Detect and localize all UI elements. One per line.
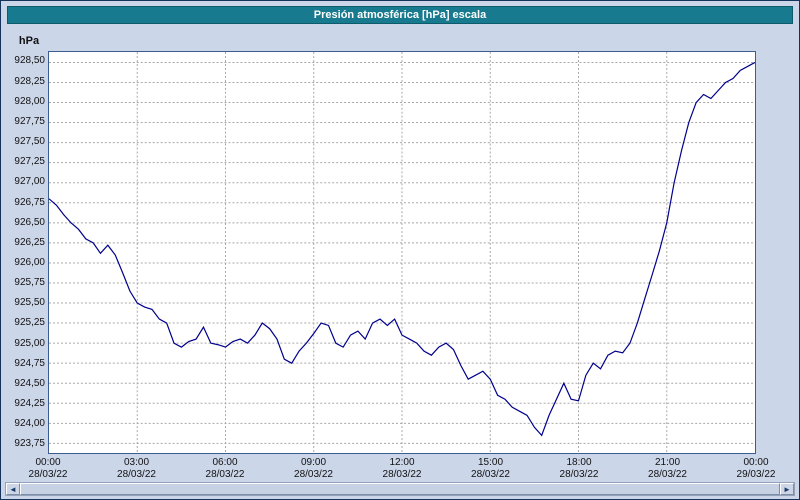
x-axis-time-label: 18:00 (566, 457, 592, 468)
x-axis-date-label: 28/03/22 (294, 469, 333, 480)
x-axis-time-label: 21:00 (654, 457, 681, 468)
y-axis-tick-label: 927,50 (14, 136, 45, 148)
x-axis-date-label: 28/03/22 (382, 469, 422, 480)
scrollbar-thumb[interactable] (20, 483, 780, 495)
x-axis-tick: 12:00 28/03/22 (374, 457, 430, 481)
y-axis-tick-label: 927,25 (14, 156, 45, 168)
x-axis-time-label: 09:00 (300, 457, 327, 468)
y-axis-tick-label: 926,25 (14, 236, 45, 248)
y-axis-tick-label: 928,25 (14, 75, 45, 87)
y-axis-tick-label: 925,25 (14, 317, 45, 329)
y-axis-tick-label: 926,00 (14, 256, 45, 268)
y-axis-tick-label: 923,75 (14, 438, 45, 450)
y-axis-tick-label: 927,00 (14, 176, 45, 188)
x-axis-time-label: 06:00 (212, 457, 238, 468)
x-axis-time-label: 12:00 (389, 457, 415, 468)
y-axis-tick-label: 927,75 (14, 115, 45, 127)
y-axis-tick-label: 924,75 (14, 357, 45, 369)
x-axis-date-label: 28/03/22 (117, 469, 156, 480)
scroll-left-button[interactable]: ◄ (6, 483, 20, 495)
y-axis-tick-label: 925,50 (14, 297, 45, 309)
left-arrow-icon: ◄ (9, 485, 17, 494)
y-axis-unit-label: hPa (18, 35, 40, 47)
x-axis-date-label: 29/03/22 (736, 469, 776, 480)
x-axis-tick: 06:00 28/03/22 (197, 457, 253, 481)
x-axis-date-label: 28/03/22 (205, 469, 245, 480)
pressure-line (49, 61, 755, 437)
horizontal-scrollbar[interactable]: ◄ ► (5, 482, 795, 496)
x-axis-date-label: 28/03/22 (471, 469, 510, 480)
right-arrow-icon: ► (783, 485, 791, 494)
x-axis-tick: 15:00 28/03/22 (463, 457, 519, 481)
x-axis-date-label: 28/03/22 (559, 469, 599, 480)
chart-title: Presión atmosférica [hPa] escala (313, 9, 487, 21)
x-axis-tick: 21:00 28/03/22 (640, 457, 696, 481)
y-axis-tick-label: 924,00 (14, 418, 45, 430)
y-axis-tick-label: 925,75 (14, 277, 45, 289)
y-axis-tick-label: 926,75 (14, 196, 45, 208)
x-axis-time-label: 00:00 (743, 457, 769, 468)
x-axis-tick: 03:00 28/03/22 (109, 457, 165, 481)
scroll-right-button[interactable]: ► (780, 483, 794, 495)
x-axis-tick: 18:00 28/03/22 (551, 457, 607, 481)
y-axis-tick-label: 924,25 (14, 398, 45, 410)
plot-canvas (49, 52, 755, 453)
y-axis-tick-label: 924,50 (14, 377, 45, 389)
title-bar: Presión atmosférica [hPa] escala (7, 6, 793, 24)
y-axis-tick-label: 925,00 (14, 337, 45, 349)
plot-area (48, 51, 756, 454)
x-axis-tick: 00:00 29/03/22 (728, 457, 784, 481)
y-axis-tick-label: 928,50 (14, 55, 45, 67)
x-axis-time-label: 15:00 (477, 457, 504, 468)
y-axis-labels: 928,50 928,25 928,00 927,75 927,50 927,25 927,… (1, 1, 45, 499)
y-axis-tick-label: 928,00 (14, 95, 45, 107)
x-axis-tick: 09:00 28/03/22 (286, 457, 342, 481)
x-axis-date-label: 28/03/22 (648, 469, 687, 480)
y-axis-tick-label: 926,50 (14, 216, 45, 228)
x-axis-time-label: 03:00 (123, 457, 150, 468)
